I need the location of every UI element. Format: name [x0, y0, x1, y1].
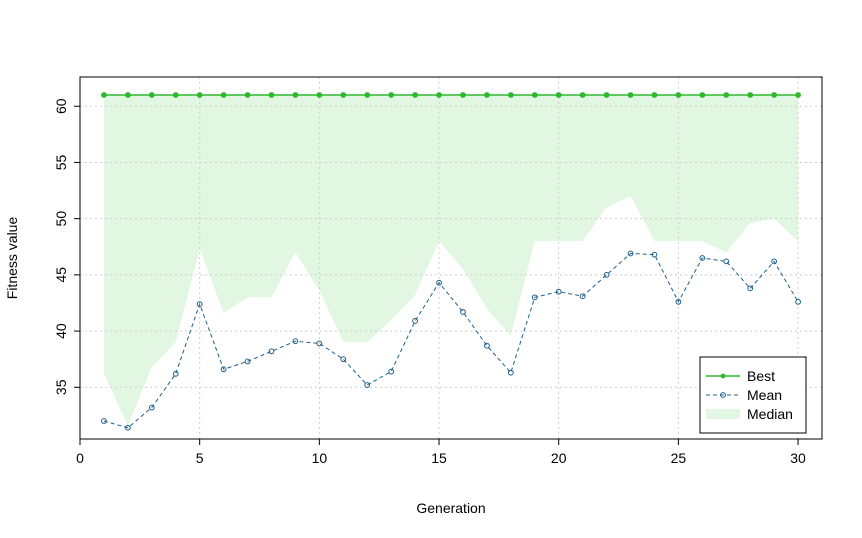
mean-point: [101, 418, 107, 424]
grid-layer: [80, 77, 822, 439]
y-tick-label: 50: [53, 211, 69, 227]
mean-point: [412, 318, 418, 324]
mean-point: [292, 338, 299, 345]
mean-point: [220, 366, 227, 373]
mean-point: [340, 356, 347, 363]
mean-point: [603, 271, 610, 278]
x-axis-label: Generation: [416, 500, 485, 516]
y-tick-label: 45: [53, 267, 69, 283]
best-point: [268, 92, 275, 98]
mean-point: [364, 382, 371, 388]
best-point: [579, 92, 586, 98]
best-point: [196, 92, 203, 98]
mean-point: [651, 251, 658, 258]
mean-point: [627, 250, 634, 257]
mean-point: [388, 368, 395, 375]
x-tick-label: 0: [76, 450, 84, 466]
series-layer: [101, 92, 801, 431]
mean-point: [675, 298, 682, 305]
mean-point: [531, 294, 538, 301]
best-point: [555, 92, 562, 98]
mean-point: [244, 358, 251, 365]
mean-point: [795, 298, 801, 305]
y-tick-label: 40: [53, 323, 69, 339]
legend-mean-marker: [720, 392, 726, 398]
median-band-layer: [103, 95, 799, 426]
best-point: [747, 92, 754, 98]
mean-line: [103, 252, 799, 429]
mean-point: [507, 369, 514, 376]
best-point: [460, 92, 466, 98]
best-point: [675, 92, 682, 98]
legend-median-label: Median: [747, 406, 793, 422]
legend: Best Mean Median: [699, 356, 807, 434]
x-tick-label: 25: [671, 450, 687, 466]
x-tick-label: 30: [790, 450, 806, 466]
best-point: [244, 92, 251, 98]
legend-best-marker: [720, 373, 726, 379]
mean-point: [316, 340, 323, 347]
y-tick-label: 55: [53, 154, 69, 170]
best-point: [388, 92, 395, 98]
best-point: [507, 92, 514, 98]
axes-layer: 0 5 10 15 20 25 30 35 40 45 50 55 60: [53, 98, 806, 466]
best-point: [316, 92, 323, 98]
mean-point: [436, 279, 442, 286]
best-point: [101, 92, 107, 98]
best-point: [484, 92, 490, 98]
mean-point: [268, 348, 275, 355]
best-point: [603, 92, 610, 98]
x-tick-label: 5: [196, 450, 204, 466]
y-tick-label: 35: [53, 379, 69, 395]
best-point: [627, 92, 634, 98]
mean-point: [172, 370, 179, 377]
best-point: [531, 92, 538, 98]
mean-point: [484, 342, 490, 349]
best-point: [172, 92, 179, 98]
best-point: [124, 92, 131, 98]
x-tick-label: 20: [551, 450, 567, 466]
mean-point: [555, 288, 562, 295]
mean-point: [723, 258, 730, 265]
x-tick-label: 15: [431, 450, 447, 466]
legend-mean-label: Mean: [747, 387, 782, 403]
y-axis-label: Fitness value: [4, 217, 20, 300]
best-point: [651, 92, 658, 98]
best-point: [364, 92, 371, 98]
best-point: [220, 92, 227, 98]
mean-point: [579, 293, 586, 300]
legend-best-label: Best: [747, 368, 775, 384]
mean-point: [148, 404, 155, 411]
best-point: [771, 92, 778, 98]
mean-point: [196, 301, 203, 307]
best-point: [436, 92, 442, 98]
best-point: [412, 92, 418, 98]
best-point: [795, 92, 801, 98]
mean-point: [460, 309, 466, 315]
best-point: [699, 92, 706, 98]
best-point: [148, 92, 155, 98]
best-point: [292, 92, 299, 98]
y-tick-label: 60: [53, 98, 69, 114]
best-point: [340, 92, 347, 98]
legend-box: [699, 356, 807, 434]
mean-point: [699, 255, 706, 261]
mean-point: [771, 258, 778, 265]
mean-point: [124, 424, 131, 431]
mean-point: [747, 285, 754, 292]
x-tick-label: 10: [312, 450, 328, 466]
median-band: [103, 95, 799, 426]
best-point: [723, 92, 730, 98]
